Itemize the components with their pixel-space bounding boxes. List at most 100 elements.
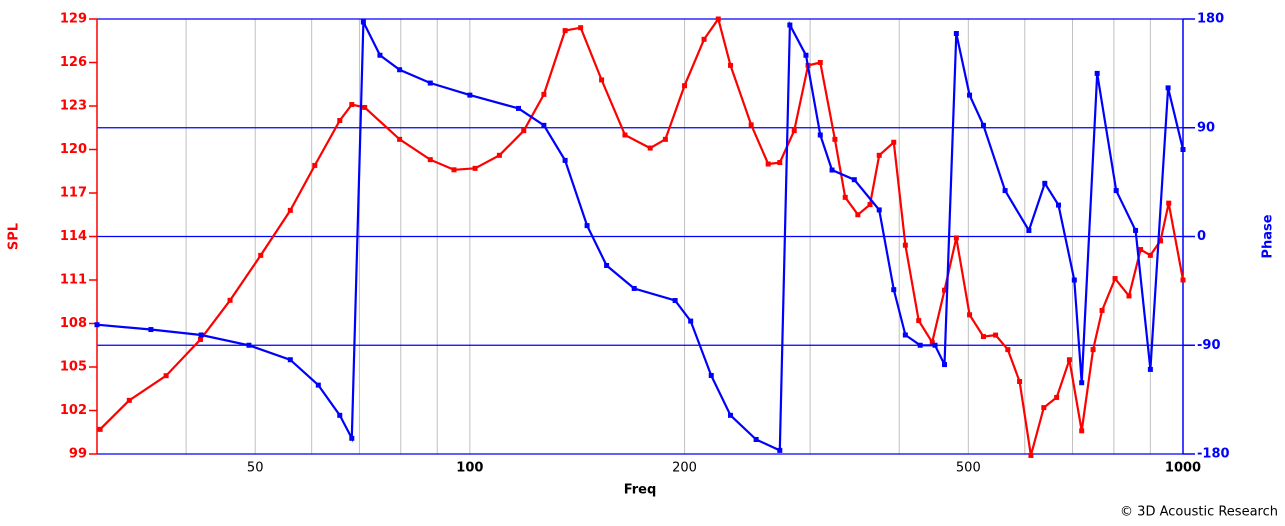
marker — [929, 339, 935, 345]
marker — [562, 28, 568, 34]
y-tick-label: 123 — [60, 99, 87, 114]
marker — [708, 372, 714, 378]
marker — [662, 136, 668, 142]
marker — [578, 25, 584, 31]
marker — [451, 167, 457, 173]
y2-tick-label: -180 — [1197, 447, 1230, 462]
marker — [993, 332, 999, 338]
marker — [427, 157, 433, 163]
marker — [1042, 180, 1048, 186]
marker — [967, 92, 973, 98]
marker — [688, 318, 694, 324]
y-tick-label: 108 — [60, 316, 87, 331]
marker — [1180, 147, 1186, 152]
marker — [867, 202, 873, 208]
marker — [622, 132, 628, 138]
marker — [1133, 227, 1139, 233]
x-tick-label: 200 — [672, 461, 697, 476]
marker — [94, 322, 100, 328]
marker — [227, 297, 233, 303]
marker — [953, 235, 959, 241]
marker — [1002, 188, 1008, 194]
marker — [728, 412, 734, 418]
marker — [1090, 347, 1096, 353]
y-tick-label: 129 — [60, 12, 87, 27]
marker — [1126, 293, 1132, 299]
marker — [980, 334, 986, 340]
marker — [765, 161, 771, 167]
marker — [787, 22, 793, 28]
marker — [287, 207, 293, 213]
marker — [803, 52, 809, 58]
marker — [1094, 70, 1100, 76]
marker — [631, 285, 637, 291]
marker — [258, 252, 264, 258]
x-tick-label: 500 — [956, 461, 981, 476]
marker — [467, 92, 473, 98]
marker — [748, 122, 754, 128]
marker — [842, 194, 848, 200]
marker — [397, 136, 403, 142]
marker — [1041, 405, 1047, 411]
marker — [1158, 238, 1164, 244]
y2-tick-label: 180 — [1197, 12, 1224, 27]
marker — [902, 332, 908, 338]
marker — [427, 80, 433, 86]
marker — [472, 165, 478, 171]
y2-tick-label: 0 — [1197, 229, 1206, 244]
marker — [541, 91, 547, 97]
marker — [715, 16, 721, 22]
marker — [349, 435, 355, 441]
marker — [315, 382, 321, 388]
y-tick-label: 114 — [60, 229, 87, 244]
marker — [891, 287, 897, 293]
marker — [891, 139, 897, 145]
marker — [855, 212, 861, 218]
series-line — [99, 16, 1185, 456]
marker — [1113, 188, 1119, 194]
marker — [541, 122, 547, 128]
marker — [1054, 394, 1060, 400]
marker — [1180, 277, 1186, 283]
marker — [362, 104, 368, 110]
marker — [967, 312, 973, 318]
x-tick-label: 1000 — [1165, 461, 1201, 476]
y2-tick-label: -90 — [1197, 338, 1221, 353]
marker — [942, 287, 948, 293]
marker — [728, 62, 734, 68]
marker — [584, 223, 590, 229]
y-tick-label: 111 — [60, 273, 87, 288]
marker — [1147, 252, 1153, 258]
marker — [1028, 452, 1034, 458]
marker — [701, 36, 707, 42]
marker — [349, 102, 355, 108]
marker — [599, 77, 605, 83]
marker — [829, 167, 835, 173]
marker — [916, 318, 922, 324]
marker — [1017, 379, 1023, 384]
marker — [97, 426, 103, 432]
marker — [876, 207, 882, 213]
y-tick-label: 117 — [60, 186, 87, 201]
marker — [1056, 202, 1062, 208]
marker — [1112, 276, 1118, 282]
marker — [397, 67, 403, 73]
y-tick-label: 102 — [60, 403, 87, 418]
marker — [198, 332, 204, 338]
marker — [496, 152, 502, 158]
marker — [980, 122, 986, 128]
marker — [753, 437, 759, 442]
marker — [777, 160, 783, 166]
marker — [953, 31, 959, 36]
marker — [817, 60, 823, 65]
marker — [604, 263, 610, 268]
marker — [377, 52, 383, 58]
x-tick-label: 100 — [456, 461, 483, 476]
marker — [682, 83, 688, 89]
marker — [1066, 357, 1072, 363]
marker — [1138, 247, 1144, 253]
marker — [562, 157, 568, 163]
marker — [1165, 85, 1171, 91]
marker — [647, 145, 653, 151]
